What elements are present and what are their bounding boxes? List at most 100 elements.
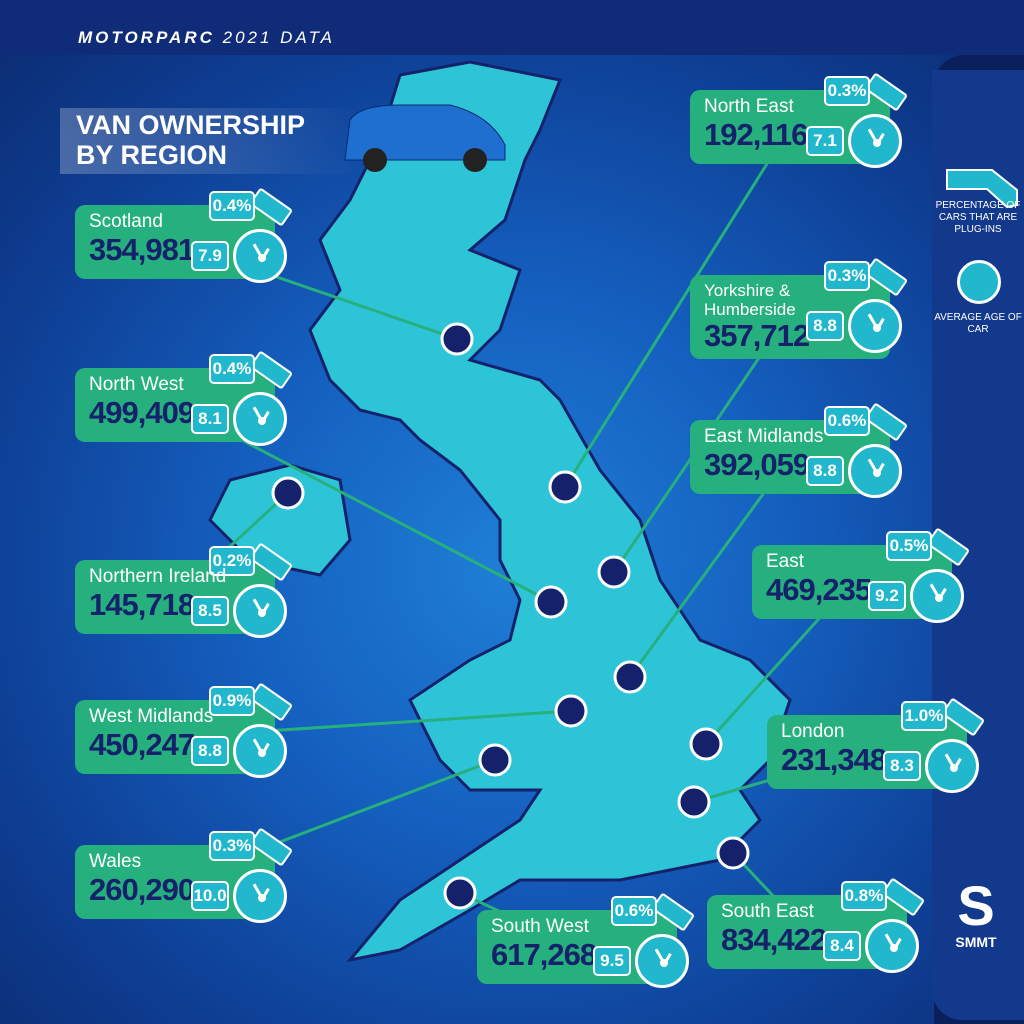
region-name: South East <box>721 901 814 922</box>
region-name: Wales <box>89 851 142 872</box>
clock-icon <box>233 584 287 638</box>
plugin-percentage-badge: 0.6% <box>611 896 657 926</box>
region-name: North West <box>89 374 184 395</box>
van-count: 499,409 <box>89 395 195 430</box>
region-card: 0.5% East 469,235 9.2 <box>752 527 971 623</box>
average-age: 8.4 <box>825 933 859 959</box>
region-marker[interactable] <box>716 836 750 870</box>
plugin-percentage: 0.8% <box>843 883 885 909</box>
van-image <box>344 104 506 172</box>
great-britain-shape <box>308 60 792 963</box>
region-marker[interactable] <box>548 470 582 504</box>
clock-icon <box>233 229 287 283</box>
plugin-percentage: 0.9% <box>211 688 253 714</box>
region-marker[interactable] <box>613 660 647 694</box>
region-marker[interactable] <box>689 727 723 761</box>
van-count: 260,290 <box>89 872 195 907</box>
clock-icon <box>910 569 964 623</box>
average-age: 9.2 <box>870 583 904 609</box>
logo-text: SMMT <box>955 934 997 950</box>
region-card: 0.6% East Midlands 392,059 8.8 <box>690 402 909 498</box>
region-card: 0.3% Yorkshire & Humberside 357,712 8.8 <box>690 257 909 359</box>
clock-icon <box>635 934 689 988</box>
clock-icon <box>925 739 979 793</box>
region-marker[interactable] <box>271 476 305 510</box>
van-count: 392,059 <box>704 447 810 482</box>
region-marker[interactable] <box>443 876 477 910</box>
region-name: West Midlands <box>89 706 214 727</box>
average-age: 8.3 <box>885 753 919 779</box>
average-age-badge: 8.3 <box>883 751 921 781</box>
average-age-badge: 8.4 <box>823 931 861 961</box>
van-count: 192,116 <box>704 117 808 152</box>
average-age: 8.8 <box>808 313 842 339</box>
van-count: 834,422 <box>721 922 827 957</box>
clock-icon <box>865 919 919 973</box>
average-age: 9.5 <box>595 948 629 974</box>
plugin-percentage-badge: 0.6% <box>824 406 870 436</box>
smmt-logo: S SMMT <box>940 878 1012 951</box>
header-brand: MOTORPARC <box>78 28 215 47</box>
region-name: Yorkshire & Humberside <box>704 281 796 319</box>
average-age: 8.8 <box>808 458 842 484</box>
region-card: 1.0% London 231,348 8.3 <box>767 697 986 793</box>
van-count: 354,981 <box>89 232 195 267</box>
average-age-badge: 8.1 <box>191 404 229 434</box>
clock-icon <box>848 114 902 168</box>
region-card: 0.4% Scotland 354,981 7.9 <box>75 187 294 283</box>
plugin-percentage-badge: 0.4% <box>209 354 255 384</box>
ev-plug-icon <box>946 169 1018 209</box>
region-marker[interactable] <box>440 322 474 356</box>
region-card: 0.4% North West 499,409 8.1 <box>75 350 294 446</box>
region-card: 0.6% South West 617,268 9.5 <box>477 892 696 988</box>
region-card: 0.3% Wales 260,290 10.0 <box>75 827 294 923</box>
region-name: East Midlands <box>704 426 824 447</box>
region-marker[interactable] <box>478 743 512 777</box>
average-age-badge: 8.5 <box>191 596 229 626</box>
region-marker[interactable] <box>554 694 588 728</box>
region-name: London <box>781 721 845 742</box>
average-age: 7.1 <box>808 128 842 154</box>
plugin-percentage: 0.2% <box>211 548 253 574</box>
region-name: Northern Ireland <box>89 566 227 587</box>
region-name: North East <box>704 96 794 117</box>
average-age: 8.8 <box>193 738 227 764</box>
region-name: Scotland <box>89 211 163 232</box>
van-count: 450,247 <box>89 727 195 762</box>
plugin-percentage: 0.5% <box>888 533 930 559</box>
region-marker[interactable] <box>597 555 631 589</box>
plugin-percentage: 0.4% <box>211 356 253 382</box>
van-count: 617,268 <box>491 937 597 972</box>
region-card: 0.8% South East 834,422 8.4 <box>707 877 926 973</box>
page-title: VAN OWNERSHIP BY REGION <box>60 108 360 174</box>
average-age-badge: 9.2 <box>868 581 906 611</box>
plugin-percentage-badge: 1.0% <box>901 701 947 731</box>
clock-icon <box>848 299 902 353</box>
average-age-badge: 8.8 <box>806 311 844 341</box>
average-age-badge: 7.1 <box>806 126 844 156</box>
region-marker[interactable] <box>677 785 711 819</box>
header-subtitle: 2021 DATA <box>222 28 335 47</box>
plugin-percentage: 1.0% <box>903 703 945 729</box>
clock-icon <box>233 724 287 778</box>
plugin-percentage-badge: 0.9% <box>209 686 255 716</box>
average-age-badge: 8.8 <box>806 456 844 486</box>
region-name: South West <box>491 916 589 937</box>
region-marker[interactable] <box>534 585 568 619</box>
plugin-percentage-badge: 0.3% <box>824 76 870 106</box>
plugin-percentage-badge: 0.4% <box>209 191 255 221</box>
average-age-badge: 7.9 <box>191 241 229 271</box>
region-card: 0.9% West Midlands 450,247 8.8 <box>75 682 294 778</box>
legend-plugin-label: PERCENTAGE OF CARS THAT ARE PLUG-INS <box>935 200 1021 235</box>
region-card: 0.3% North East 192,116 7.1 <box>690 72 909 168</box>
title-line-2: BY REGION <box>76 140 228 170</box>
average-age-badge: 10.0 <box>191 881 229 911</box>
average-age: 10.0 <box>193 883 227 909</box>
header-bar: MOTORPARC 2021 DATA <box>0 0 1024 55</box>
average-age: 7.9 <box>193 243 227 269</box>
average-age-badge: 8.8 <box>191 736 229 766</box>
header-title: MOTORPARC 2021 DATA <box>78 28 335 48</box>
plugin-percentage: 0.3% <box>211 833 253 859</box>
